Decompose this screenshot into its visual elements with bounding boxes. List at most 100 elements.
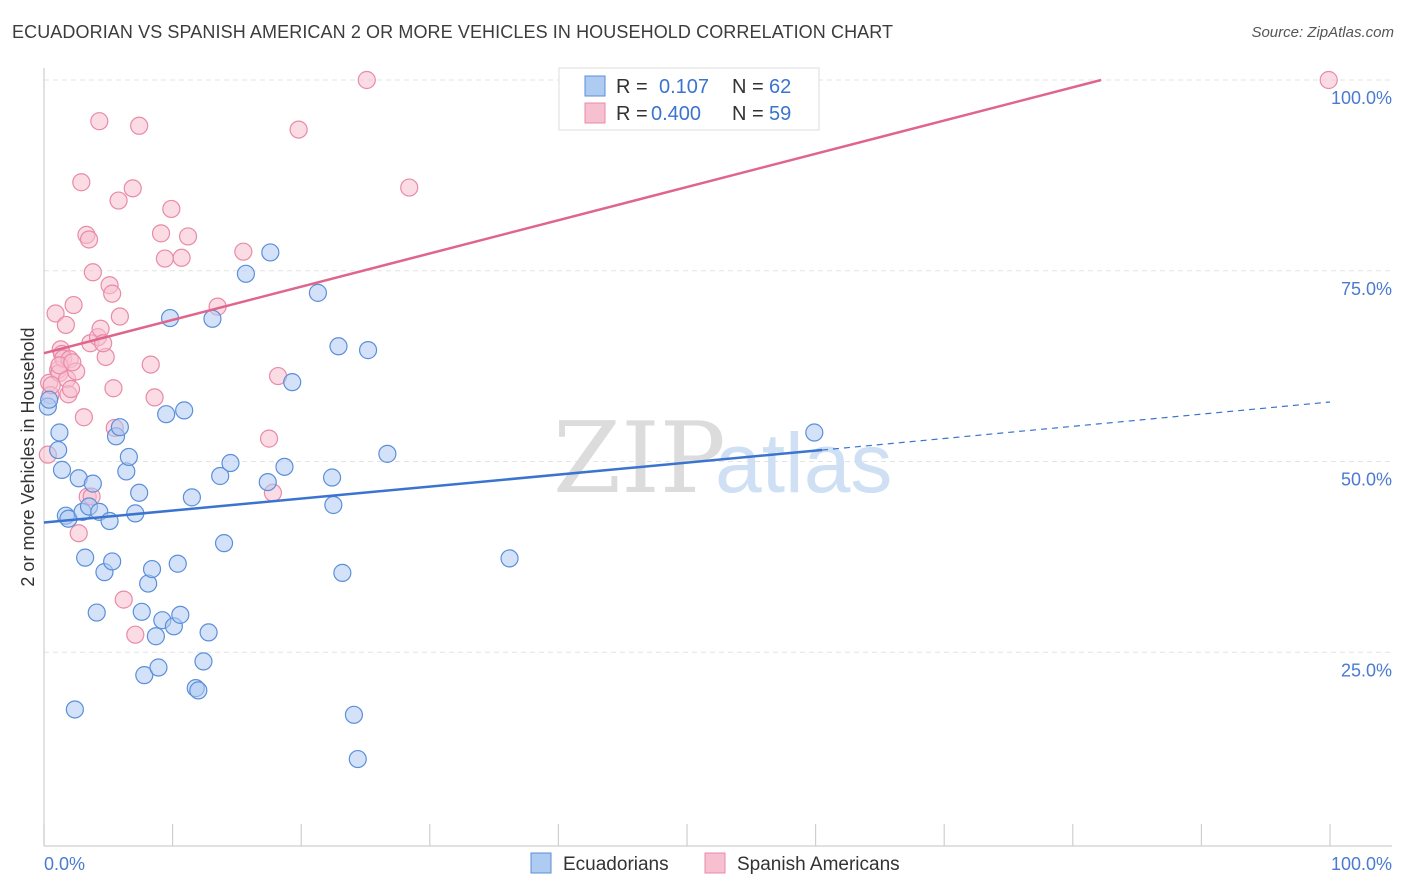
spanish-american-point-42 [155, 249, 174, 268]
legend: R = 0.107 N = 62 R = 0.400 N = 59 [558, 67, 820, 131]
ecuadorians-trend-line [43, 448, 823, 524]
spanish-american-point-40 [145, 388, 164, 407]
ecuadorian-point-11 [83, 474, 102, 493]
spanish-american-point-18 [74, 408, 93, 427]
ecuadorian-point-12 [87, 603, 106, 622]
spanish-american-point-13 [61, 379, 81, 399]
spanish-american-point-41 [151, 224, 171, 243]
legend-r-value-blue: 0.107 [659, 76, 709, 98]
bottom-legend-label-spanish-americans: Spanish Americans [737, 854, 900, 875]
bottom-legend-swatch-pink [704, 852, 726, 874]
ecuadorian-point-39 [194, 652, 213, 671]
ecuadorian-point-27 [146, 627, 165, 646]
chart-title: ECUADORIAN VS SPANISH AMERICAN 2 OR MORE… [12, 22, 894, 42]
spanish-american-point-35 [114, 590, 133, 609]
ecuadorian-point-56 [348, 749, 367, 769]
legend-n-label-2: N = [732, 103, 764, 125]
ecuadorian-point-2 [50, 423, 69, 442]
watermark-atlas: atlas [715, 416, 892, 510]
ecuadorian-point-24 [135, 666, 154, 685]
legend-n-value-blue: 62 [769, 76, 791, 98]
bottom-legend-label-ecuadorians: Ecuadorians [563, 854, 669, 875]
spanish-american-point-43 [162, 199, 181, 219]
ecuadorian-point-3 [52, 460, 72, 479]
trend-lines [43, 78, 1331, 524]
spanish-american-point-38 [130, 116, 149, 135]
bottom-legend-swatch-blue [530, 852, 552, 874]
ecuadorian-point-16 [103, 552, 122, 571]
ecuadorian-point-53 [329, 337, 348, 356]
spanish-americans-trend-line [43, 78, 1102, 355]
ecuadorian-point-43 [214, 534, 234, 553]
ecuadorian-point-52 [324, 495, 343, 515]
ecuadorians-trend-extension [821, 401, 1331, 451]
ecuadorian-point-46 [258, 473, 277, 492]
ecuadorian-point-55 [344, 705, 364, 724]
spanish-american-point-17 [72, 173, 91, 192]
y-tick-label-2: 50.0% [1341, 470, 1392, 490]
ecuadorian-point-54 [333, 563, 352, 582]
ecuadorian-point-44 [221, 453, 240, 473]
ecuadorian-point-50 [308, 283, 328, 302]
legend-n-value-pink: 59 [769, 103, 791, 125]
ecuadorian-point-34 [171, 605, 190, 624]
legend-n-label: N = [732, 76, 764, 98]
watermark-zip: ZIP [553, 402, 726, 516]
x-tick-label-min: 0.0% [44, 854, 85, 874]
spanish-american-point-14 [64, 295, 83, 315]
ecuadorian-point-33 [168, 554, 187, 573]
ecuadorian-point-40 [199, 623, 218, 642]
spanish-american-point-36 [123, 179, 142, 198]
ecuadorian-point-49 [283, 373, 302, 392]
x-tick-marks [43, 824, 1331, 846]
y-tick-label-0: 100.0% [1331, 88, 1392, 108]
spanish-american-point-54 [1319, 70, 1338, 90]
spanish-american-point-9 [56, 315, 75, 335]
ecuadorian-point-47 [261, 243, 280, 262]
spanish-american-point-57 [63, 353, 82, 372]
spanish-american-point-31 [104, 379, 123, 398]
spanish-american-point-26 [90, 112, 109, 131]
ecuadorian-point-51 [322, 468, 342, 487]
spanish-american-point-33 [109, 191, 128, 210]
source-credit: Source: ZipAtlas.com [1251, 24, 1394, 41]
spanish-american-point-47 [234, 242, 253, 261]
spanish-american-point-21 [79, 230, 99, 249]
ecuadorian-point-38 [189, 681, 208, 700]
spanish-american-point-34 [110, 307, 129, 326]
spanish-american-point-24 [83, 263, 102, 282]
spanish-american-point-16 [69, 524, 88, 543]
ecuadorian-point-23 [132, 602, 151, 621]
ecuadorian-point-41 [203, 309, 222, 328]
ecuadorian-point-22 [130, 483, 149, 502]
ecuadorian-point-61 [40, 390, 59, 409]
ecuadorian-point-36 [182, 488, 201, 507]
watermark: ZIP atlas [553, 402, 892, 516]
ecuadorian-point-60 [805, 423, 824, 442]
spanish-american-point-30 [103, 284, 122, 303]
spanish-american-point-52 [357, 70, 376, 90]
ecuadorian-point-28 [149, 658, 168, 677]
ecuadorian-point-35 [175, 401, 194, 420]
legend-swatch-blue [584, 75, 606, 97]
spanish-americans-points [38, 70, 1338, 644]
spanish-american-point-48 [259, 429, 279, 448]
ecuadorian-point-30 [157, 405, 176, 424]
y-tick-label-3: 25.0% [1341, 660, 1392, 680]
ecuadorian-point-59 [500, 549, 519, 568]
legend-r-label: R = [616, 76, 648, 98]
ecuadorian-point-58 [378, 444, 397, 463]
y-axis-label: 2 or more Vehicles in Household [18, 327, 38, 586]
spanish-american-point-39 [141, 355, 160, 374]
y-tick-label-1: 75.0% [1341, 279, 1392, 299]
legend-r-value-pink: 0.400 [651, 103, 701, 125]
ecuadorian-point-18 [110, 418, 129, 437]
ecuadorian-point-57 [358, 341, 378, 360]
legend-swatch-pink [584, 102, 606, 124]
legend-r-label-2: R = [616, 103, 648, 125]
ecuadorian-point-48 [275, 457, 294, 476]
spanish-american-point-53 [400, 178, 419, 197]
spanish-american-point-3 [46, 304, 65, 323]
ecuadorian-point-45 [236, 264, 256, 283]
